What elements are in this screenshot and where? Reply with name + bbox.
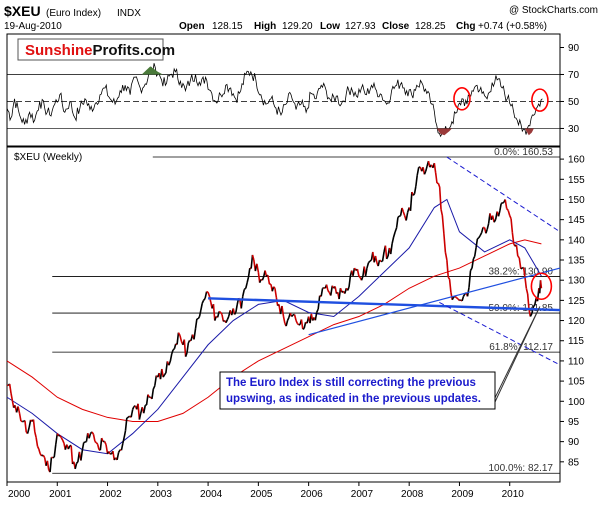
low-value: 127.93	[345, 21, 376, 32]
x-tick-label: 2000	[8, 489, 31, 500]
x-tick-label: 2001	[49, 489, 72, 500]
price-tick-label: 140	[568, 235, 585, 246]
price-segment	[96, 443, 97, 445]
price-tick-label: 120	[568, 316, 585, 327]
price-tick-label: 95	[568, 417, 580, 428]
close-label: Close	[382, 21, 410, 32]
price-segment	[21, 421, 22, 422]
price-segment	[328, 290, 329, 292]
price-segment	[292, 315, 294, 317]
price-segment	[380, 260, 382, 261]
price-segment	[274, 287, 275, 289]
price-tick-label: 150	[568, 195, 585, 206]
price-segment	[413, 194, 414, 196]
price-segment	[477, 238, 478, 239]
x-tick-label: 2002	[99, 489, 122, 500]
price-segment	[370, 260, 372, 261]
price-segment	[127, 417, 128, 418]
price-tick-label: 135	[568, 256, 585, 267]
price-segment	[368, 261, 370, 263]
logo-part2: Profits.com	[93, 42, 176, 59]
price-segment	[207, 292, 209, 293]
price-segment	[165, 373, 166, 375]
x-tick-label: 2004	[200, 489, 223, 500]
x-tick-label: 2009	[451, 489, 474, 500]
header-credit: @ StockCharts.com	[509, 5, 598, 16]
rsi-tick-label: 50	[568, 97, 580, 108]
price-segment	[458, 299, 460, 300]
price-tick-label: 85	[568, 457, 580, 468]
x-tick-label: 2006	[301, 489, 324, 500]
logo-part1: Sunshine	[25, 42, 93, 59]
price-segment	[479, 236, 480, 238]
price-tick-label: 155	[568, 175, 585, 186]
price-tick-label: 145	[568, 215, 585, 226]
chg-value: +0.74 (+0.58%)	[478, 21, 547, 32]
price-tick-label: 110	[568, 356, 584, 367]
price-segment	[173, 349, 174, 350]
price-segment	[521, 268, 523, 269]
price-segment	[60, 436, 61, 438]
price-tick-label: 160	[568, 155, 585, 166]
price-segment	[541, 280, 542, 288]
x-tick-label: 2008	[401, 489, 424, 500]
annotation-line2: upswing, as indicated in the previous up…	[226, 393, 481, 405]
price-tick-label: 105	[568, 377, 585, 388]
rsi-tick-label: 90	[568, 43, 580, 54]
open-label: Open	[179, 21, 205, 32]
x-tick-label: 2003	[150, 489, 173, 500]
price-segment	[455, 296, 457, 297]
price-segment	[359, 276, 360, 277]
price-segment	[297, 324, 298, 325]
x-tick-label: 2005	[250, 489, 273, 500]
price-tick-label: 100	[568, 397, 585, 408]
price-segment	[95, 442, 96, 443]
price-segment	[399, 216, 400, 217]
price-panel-title: $XEU (Weekly)	[14, 152, 82, 163]
price-tick-label: 115	[568, 336, 584, 347]
close-value: 128.25	[415, 21, 446, 32]
header-symbol: $XEU	[4, 3, 41, 19]
logo-text: SunshineProfits.com	[25, 42, 175, 59]
price-segment	[219, 311, 221, 312]
price-segment	[77, 462, 78, 463]
header-date: 19-Aug-2010	[4, 21, 62, 32]
x-tick-label: 2007	[351, 489, 374, 500]
price-segment	[456, 298, 458, 299]
price-segment	[53, 457, 55, 458]
annotation-line1: The Euro Index is still correcting the p…	[226, 377, 476, 389]
x-tick-label: 2010	[502, 489, 525, 500]
header-name: (Euro Index)	[46, 8, 101, 19]
price-segment	[501, 203, 502, 204]
price-tick-label: 125	[568, 296, 585, 307]
price-segment	[244, 288, 246, 289]
rsi-tick-label: 30	[568, 124, 580, 135]
price-tick-label: 130	[568, 276, 585, 287]
high-value: 129.20	[282, 21, 313, 32]
price-segment	[303, 329, 304, 330]
open-value: 128.15	[212, 21, 243, 32]
high-label: High	[254, 21, 276, 32]
price-segment	[221, 312, 222, 314]
price-tick-label: 90	[568, 437, 580, 448]
chg-label: Chg	[456, 21, 475, 32]
low-label: Low	[320, 21, 340, 32]
header-exchange: INDX	[117, 8, 141, 19]
rsi-tick-label: 70	[568, 70, 580, 81]
fib-level-label: 0.0%: 160.53	[494, 147, 553, 158]
price-segment	[398, 216, 399, 217]
fib-level-label: 100.0%: 82.17	[489, 463, 554, 474]
price-segment	[448, 277, 449, 279]
